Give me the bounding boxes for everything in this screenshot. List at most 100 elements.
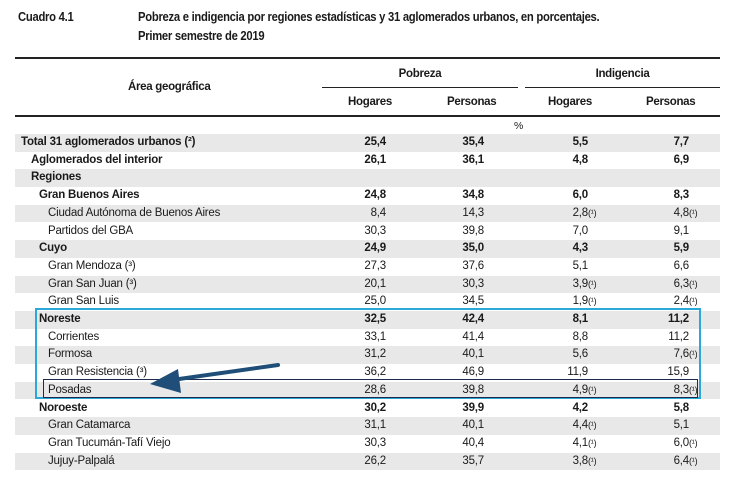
cell-pobreza-personas: 35,0 (462, 242, 484, 255)
top-rule (15, 57, 720, 59)
cell-indigencia-hogares: 2,8(¹) (573, 205, 602, 223)
cell-indigencia-hogares: 11,9 (567, 366, 588, 379)
row-label: Gran San Luis (48, 295, 119, 308)
cell-pobreza-hogares: 24,9 (364, 242, 386, 255)
group-header-pobreza: Pobreza (398, 68, 442, 80)
cell-pobreza-personas: 37,6 (462, 259, 484, 272)
table-row: Jujuy-Palpalá 26,2 35,7 3,8(¹) 6,4(¹) (15, 452, 720, 471)
table-row: Gran Resistencia (³) 36,2 46,9 11,9 15,9 (15, 364, 720, 382)
cell-indigencia-personas: 8,3 (673, 189, 690, 202)
row-label: Cuyo (39, 242, 67, 255)
cell-pobreza-hogares: 8,4 (370, 206, 387, 219)
table-row: Noroeste 30,2 39,9 4,2 5,8 (15, 400, 720, 418)
cell-indigencia-personas: 11,2 (668, 313, 689, 325)
cell-indigencia-hogares: 5,5 (572, 136, 589, 148)
cell-pobreza-hogares: 30,3 (364, 436, 386, 449)
cell-indigencia-hogares: 8,1 (572, 313, 589, 325)
footnote-marker: (¹) (689, 207, 698, 218)
row-label: Gran Buenos Aires (39, 189, 140, 202)
cell-indigencia-hogares: 5,6 (572, 348, 589, 361)
table-row: Gran Buenos Aires 24,8 34,8 6,0 8,3 (15, 187, 720, 205)
cell-indigencia-personas: 6,0(¹) (674, 435, 703, 453)
footnote-marker: (¹) (588, 207, 597, 218)
cell-indigencia-personas: 9,1 (673, 224, 690, 237)
cell-indigencia-personas: 15,9 (667, 366, 689, 379)
cell-pobreza-hogares: 30,2 (364, 401, 386, 414)
cell-indigencia-personas: 5,8 (673, 401, 690, 414)
cell-indigencia-personas: 5,1 (673, 419, 690, 432)
region-highlight-box (35, 308, 701, 399)
table-row: Partidos del GBA 30,3 39,8 7,0 9,1 (15, 223, 720, 241)
row-label: Gran Catamarca (48, 419, 131, 432)
row-label: Noroeste (39, 401, 88, 414)
pobreza-rule (322, 87, 518, 88)
row-label: Ciudad Autónoma de Buenos Aires (48, 206, 221, 219)
row-label: Noreste (39, 313, 81, 325)
col-header-pobreza-hogares: Hogares (348, 96, 392, 108)
cell-pobreza-hogares: 26,1 (364, 153, 386, 166)
cell-pobreza-hogares: 31,1 (364, 419, 386, 432)
table-subtitle: Primer semestre de 2019 (138, 29, 265, 43)
unit-label: % (514, 120, 524, 132)
cell-indigencia-hogares: 5,1 (572, 259, 589, 272)
footnote-marker: (¹) (689, 455, 698, 466)
cell-pobreza-personas: 35,4 (462, 136, 484, 148)
cell-pobreza-hogares: 32,5 (364, 313, 386, 325)
row-label: Gran Mendoza (³) (48, 259, 136, 272)
footnote-marker: (¹) (689, 296, 698, 307)
cell-indigencia-hogares: 7,0 (572, 224, 589, 237)
footnote-marker: (¹) (689, 349, 698, 360)
footnote-marker: (¹) (588, 296, 597, 307)
cell-indigencia-hogares: 4,9(¹) (573, 382, 602, 400)
footnote-marker: (¹) (588, 278, 597, 289)
cell-indigencia-hogares: 4,4(¹) (573, 417, 602, 435)
cell-pobreza-personas: 41,4 (462, 330, 484, 343)
table-number: Cuadro 4.1 (18, 10, 74, 24)
cell-pobreza-personas: 14,3 (462, 206, 484, 219)
cell-indigencia-hogares: 4,1(¹) (573, 435, 602, 453)
footnote-marker: (¹) (588, 455, 597, 466)
cell-indigencia-personas: 6,9 (673, 153, 690, 166)
cell-pobreza-hogares: 25,4 (364, 136, 386, 148)
table-row: Noreste 32,5 42,4 8,1 11,2 (15, 311, 720, 329)
row-label: Corrientes (48, 330, 100, 343)
cell-pobreza-hogares: 33,1 (364, 330, 386, 343)
row-label: Formosa (48, 348, 92, 361)
table-row: Gran San Juan (³) 20,1 30,3 3,9(¹) 6,3(¹) (15, 275, 720, 294)
cell-indigencia-personas: 6,4(¹) (674, 453, 703, 471)
row-label: Aglomerados del interior (31, 153, 163, 166)
cell-pobreza-personas: 46,9 (462, 366, 484, 379)
cell-indigencia-personas: 7,7 (673, 136, 690, 148)
cell-pobreza-personas: 39,8 (462, 383, 484, 396)
footnote-marker: (¹) (588, 437, 597, 448)
table-row: Gran Catamarca 31,1 40,1 4,4(¹) 5,1 (15, 417, 720, 435)
footnote-marker: (¹) (689, 384, 698, 395)
cell-pobreza-hogares: 36,2 (364, 366, 386, 379)
table-row: Gran San Luis 25,0 34,5 1,9(¹) 2,4(¹) (15, 293, 720, 311)
cell-pobreza-personas: 34,5 (462, 295, 484, 308)
table-row: Total 31 aglomerados urbanos (²) 25,4 35,4… (15, 134, 720, 152)
row-label: Gran Resistencia (³) (48, 366, 147, 379)
cell-pobreza-personas: 40,1 (462, 348, 484, 361)
col-header-indigencia-personas: Personas (646, 96, 696, 108)
cell-indigencia-personas: 6,3(¹) (674, 276, 703, 294)
cell-pobreza-hogares: 25,0 (364, 295, 386, 308)
cell-pobreza-personas: 34,8 (462, 189, 484, 202)
cell-pobreza-personas: 40,1 (462, 419, 484, 432)
cell-indigencia-hogares: 1,9(¹) (573, 293, 602, 311)
table-title: Pobreza e indigencia por regiones estadí… (138, 10, 600, 24)
cell-pobreza-personas: 36,1 (462, 153, 484, 166)
cell-pobreza-personas: 42,4 (462, 313, 484, 325)
cell-indigencia-hogares: 6,0 (572, 189, 589, 202)
row-label: Jujuy-Palpalá (48, 454, 115, 467)
cell-pobreza-hogares: 27,3 (364, 259, 386, 272)
cell-pobreza-personas: 39,8 (462, 224, 484, 237)
col-header-pobreza-personas: Personas (447, 96, 497, 108)
cell-indigencia-hogares: 4,8 (572, 153, 589, 166)
table-row: Aglomerados del interior 26,1 36,1 4,8 6,9 (15, 152, 720, 170)
cell-indigencia-personas: 5,9 (673, 242, 690, 255)
table-row: Corrientes 33,1 41,4 8,8 11,2 (15, 329, 720, 347)
cell-indigencia-personas: 8,3(¹) (674, 382, 703, 400)
row-label: Partidos del GBA (48, 224, 134, 237)
table-row: Ciudad Autónoma de Buenos Aires 8,4 14,3 2,… (15, 204, 720, 223)
